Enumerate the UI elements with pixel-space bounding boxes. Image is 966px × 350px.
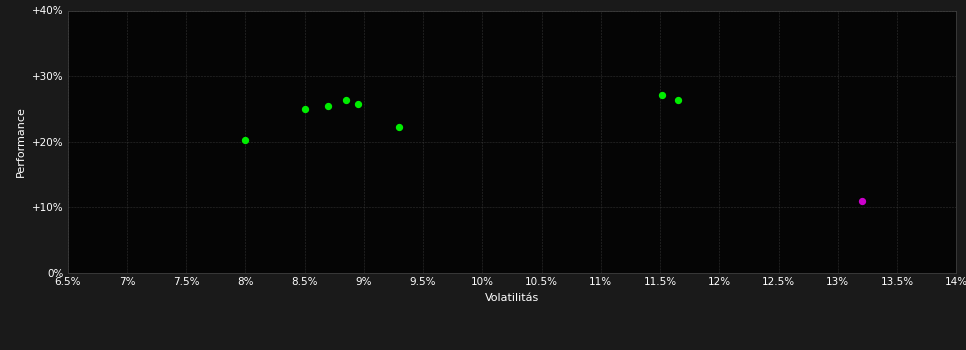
Point	[297, 106, 312, 112]
Point	[351, 101, 366, 106]
Point	[655, 92, 670, 98]
Point	[238, 137, 253, 142]
X-axis label: Volatilitás: Volatilitás	[485, 293, 539, 303]
Point	[338, 98, 354, 103]
Point	[391, 125, 407, 130]
Point	[854, 198, 869, 204]
Y-axis label: Performance: Performance	[16, 106, 26, 177]
Point	[321, 104, 336, 109]
Point	[670, 97, 686, 103]
